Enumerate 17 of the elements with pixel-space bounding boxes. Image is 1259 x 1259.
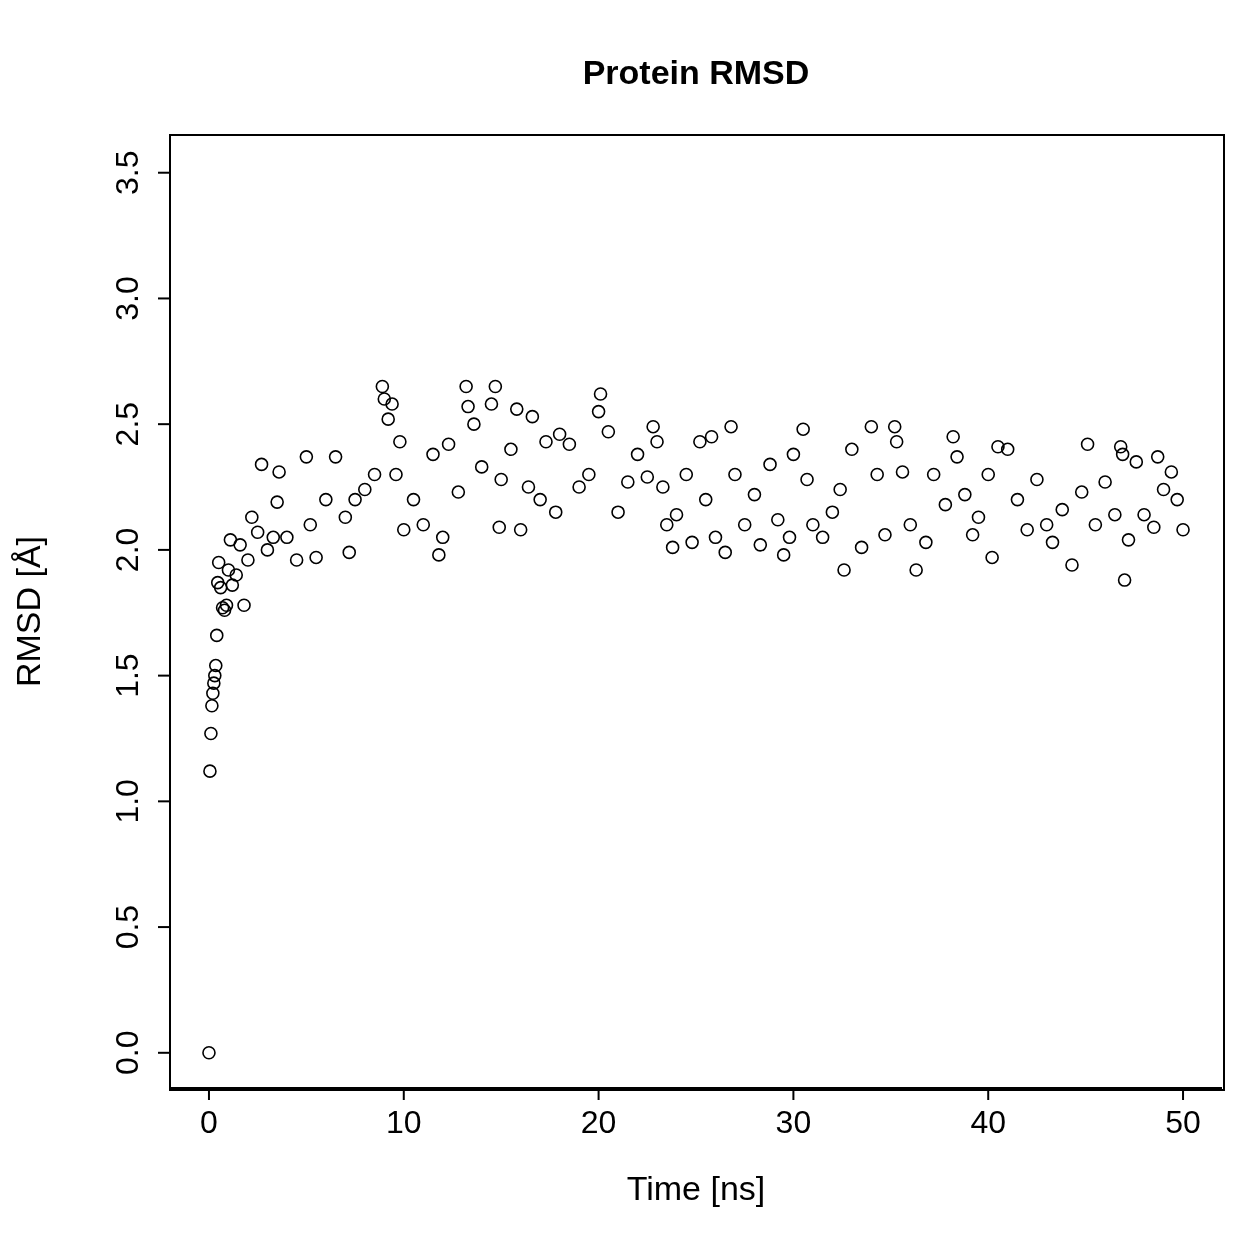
- x-tick-label: 50: [1165, 1103, 1201, 1140]
- x-axis-title: Time [ns]: [626, 1169, 766, 1208]
- y-tick-label: 1.5: [109, 653, 145, 698]
- x-tick-label: 30: [775, 1103, 812, 1140]
- x-tick-label: 20: [580, 1103, 617, 1140]
- y-axis-title: RMSD [Å]: [9, 535, 48, 688]
- y-tick-label: 1.0: [109, 779, 145, 824]
- y-tick-label: 2.5: [109, 401, 145, 447]
- x-tick-label: 0: [200, 1103, 218, 1140]
- y-tick-label: 3.5: [109, 150, 145, 195]
- chart-title: Protein RMSD: [581, 53, 811, 92]
- x-tick-label: 40: [970, 1103, 1007, 1140]
- y-tick-label: 0.5: [109, 904, 145, 950]
- y-tick-label: 3.0: [109, 276, 145, 321]
- y-tick-label: 0.0: [109, 1030, 145, 1076]
- y-tick-label: 2.0: [109, 527, 145, 573]
- x-tick-label: 10: [385, 1103, 422, 1140]
